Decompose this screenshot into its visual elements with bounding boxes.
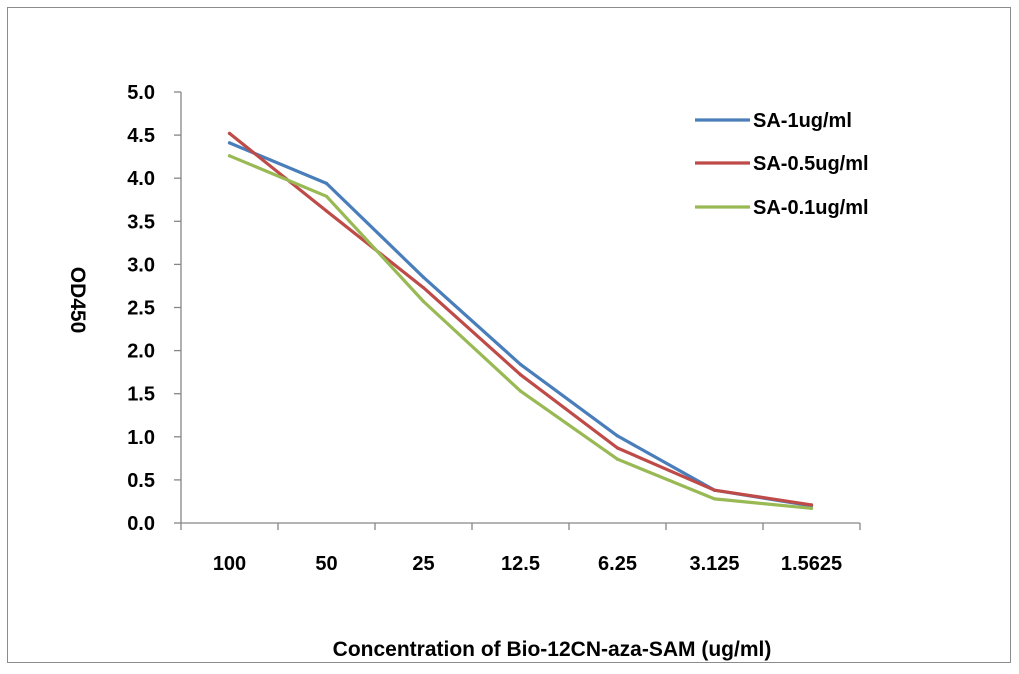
data-point — [712, 497, 717, 501]
legend-label: SA-1ug/ml — [753, 110, 852, 132]
y-tick-label: 1.0 — [127, 427, 155, 449]
chart-border — [7, 7, 1011, 663]
data-point — [421, 286, 426, 290]
data-point — [615, 446, 620, 450]
y-axis-title: OD450 — [66, 267, 89, 334]
data-point — [421, 275, 426, 279]
x-tick-label: 50 — [315, 553, 337, 575]
y-tick-label: 4.5 — [127, 125, 155, 147]
y-tick-label: 2.0 — [127, 341, 155, 363]
y-tick-label: 1.5 — [127, 384, 155, 406]
data-point — [227, 131, 232, 135]
data-point — [615, 434, 620, 438]
legend: SA-1ug/ml SA-0.5ug/ml SA-0.1ug/ml — [695, 110, 869, 219]
data-point — [324, 181, 329, 185]
data-point — [809, 506, 814, 510]
data-point — [421, 299, 426, 304]
x-tick-label: 3.125 — [689, 553, 739, 575]
y-tick-label: 5.0 — [127, 82, 155, 104]
data-point — [324, 209, 329, 213]
legend-label: SA-0.5ug/ml — [753, 153, 869, 175]
y-tick-label: 2.5 — [127, 298, 155, 320]
y-tick-label: 4.0 — [127, 168, 155, 190]
data-point — [518, 362, 523, 366]
x-axis-title: Concentration of Bio-12CN-aza-SAM (ug/ml… — [333, 638, 772, 661]
x-tick-label: 12.5 — [501, 553, 540, 575]
y-tick-label: 3.5 — [127, 211, 155, 233]
data-point — [615, 457, 620, 461]
x-axis-ticks: 100 50 25 12.5 6.25 3.125 1.5625 — [180, 523, 861, 575]
y-tick-label: 0.5 — [127, 470, 155, 492]
x-tick-label: 25 — [412, 553, 434, 575]
data-point — [227, 141, 232, 145]
y-axis-ticks: 0.0 0.5 1.0 1.5 2.0 2.5 3.0 3.5 4.0 4.5 5.0 — [127, 82, 181, 535]
legend-label: SA-0.1ug/ml — [753, 197, 869, 219]
x-tick-label: 100 — [213, 553, 246, 575]
y-tick-label: 3.0 — [127, 254, 155, 276]
data-point — [227, 154, 232, 158]
data-point — [518, 373, 523, 377]
y-tick-label: 0.0 — [127, 513, 155, 535]
series-lines — [227, 131, 814, 510]
x-tick-label: 1.5625 — [781, 553, 842, 575]
data-point — [712, 488, 717, 492]
x-tick-label: 6.25 — [598, 553, 637, 575]
data-point — [518, 389, 523, 393]
data-point — [324, 194, 329, 198]
data-point — [809, 503, 814, 507]
